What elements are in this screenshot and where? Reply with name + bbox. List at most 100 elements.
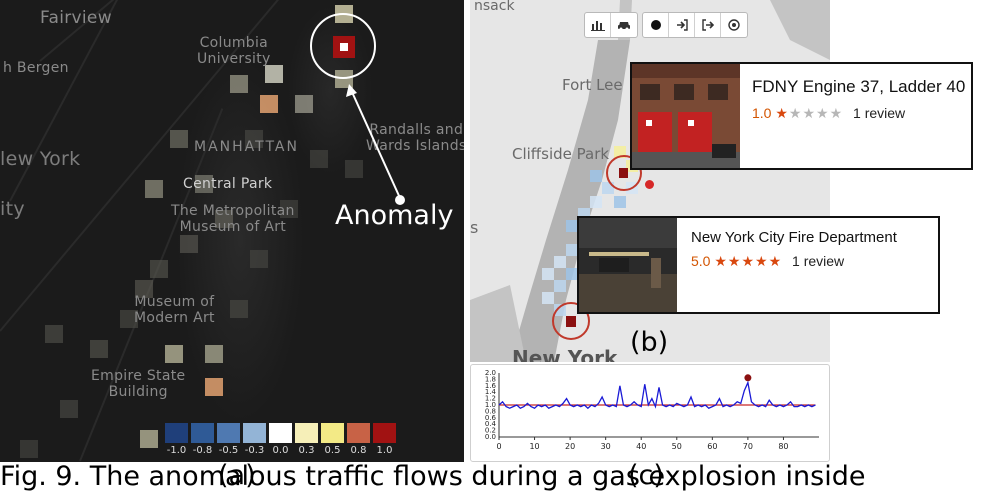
place-title-1: FDNY Engine 37, Ladder 40 bbox=[752, 77, 966, 96]
color-legend: -1.0 -0.8 -0.5 -0.3 0.0 0.3 0.5 0.8 1.0 bbox=[165, 423, 396, 456]
heatmap-cell bbox=[215, 210, 233, 228]
heatmap-cell bbox=[310, 150, 328, 168]
x-tick-label: 40 bbox=[636, 442, 646, 451]
target-icon bbox=[728, 19, 740, 31]
legend-swatch bbox=[165, 423, 188, 443]
location-ring-1 bbox=[606, 155, 642, 191]
map-label-met: The Metropolitan Museum of Art bbox=[171, 203, 295, 235]
y-tick-label: 0.0 bbox=[485, 433, 496, 441]
grid-cell bbox=[554, 256, 566, 268]
heatmap-cell bbox=[180, 235, 198, 253]
bar-chart-button[interactable] bbox=[585, 13, 611, 37]
legend-label: -0.3 bbox=[244, 445, 265, 456]
y-tick-label: 0.4 bbox=[485, 420, 497, 428]
review-count-2: 1 review bbox=[792, 253, 845, 269]
series-line bbox=[498, 380, 816, 410]
location-ring-2 bbox=[552, 302, 590, 340]
x-tick-label: 0 bbox=[496, 442, 501, 451]
map-label-columbia: Columbia University bbox=[197, 35, 271, 67]
legend-item: 1.0 bbox=[373, 423, 396, 456]
y-tick-label: 1.8 bbox=[485, 375, 496, 383]
location-marker-2[interactable] bbox=[566, 316, 576, 327]
place-rating-1: 1.0 ★★★★★ 1 review bbox=[752, 105, 905, 122]
legend-label: 0.8 bbox=[350, 445, 367, 456]
x-tick-label: 50 bbox=[672, 442, 682, 451]
heatmap-cell bbox=[140, 430, 158, 448]
map-label-moma: Museum of Modern Art bbox=[134, 294, 215, 326]
timeseries-chart-panel: 0.0 0.2 0.4 0.6 0.8 1.0 1.2 1.4 1.6 1.8 2.0 0 10 20 30… bbox=[470, 364, 830, 462]
x-tick-label: 30 bbox=[601, 442, 611, 451]
legend-swatch bbox=[217, 423, 240, 443]
anomaly-ring-marker bbox=[310, 13, 376, 79]
map-label-central-park: Central Park bbox=[183, 176, 273, 192]
grid-cell bbox=[542, 292, 554, 304]
heatmap-cell bbox=[205, 378, 223, 396]
sign-in-icon bbox=[676, 19, 688, 31]
grid-cell bbox=[590, 170, 602, 182]
legend-swatch bbox=[269, 423, 292, 443]
legend-swatch bbox=[243, 423, 266, 443]
heatmap-cell bbox=[265, 65, 283, 83]
anomaly-label: Anomaly bbox=[335, 200, 454, 231]
legend-swatch bbox=[321, 423, 344, 443]
x-tick-label: 70 bbox=[743, 442, 753, 451]
heatmap-cell bbox=[170, 130, 188, 148]
y-tick-label: 2.0 bbox=[485, 369, 496, 377]
anomaly-point bbox=[744, 374, 752, 382]
map-label-ity: ity bbox=[0, 198, 25, 220]
map-label-esb: Empire State Building bbox=[91, 368, 186, 400]
map-label-cliffside: Cliffside Park bbox=[512, 145, 610, 163]
heatmap-cell bbox=[90, 340, 108, 358]
grid-cell bbox=[566, 220, 578, 232]
y-tick-label: 1.4 bbox=[485, 388, 497, 396]
car-icon bbox=[618, 22, 630, 31]
x-tick-label: 60 bbox=[707, 442, 717, 451]
grid-cell bbox=[554, 280, 566, 292]
dot-button[interactable] bbox=[643, 13, 669, 37]
map-label-new-york: lew York bbox=[0, 148, 81, 170]
car-button[interactable] bbox=[611, 13, 637, 37]
heatmap-cell bbox=[280, 200, 298, 218]
legend-item: 0.3 bbox=[295, 423, 318, 456]
review-count-1: 1 review bbox=[853, 105, 906, 121]
figure-caption: Fig. 9. The anomalous traffic flows duri… bbox=[0, 463, 866, 491]
place-card-nycfd[interactable]: New York City Fire Department 5.0 ★★★★★ … bbox=[577, 216, 940, 314]
legend-swatch bbox=[347, 423, 370, 443]
y-tick-label: 1.6 bbox=[485, 382, 497, 390]
toolbar-group-mode bbox=[642, 12, 748, 38]
legend-label: -1.0 bbox=[166, 445, 187, 456]
legend-item: -0.3 bbox=[243, 423, 266, 456]
anomaly-arrow bbox=[346, 84, 405, 205]
rating-value-2: 5.0 bbox=[691, 253, 711, 269]
heatmap-cell bbox=[150, 260, 168, 278]
star-icon: ★ bbox=[775, 105, 789, 121]
sign-out-icon bbox=[701, 19, 714, 31]
place-rating-2: 5.0 ★★★★★ 1 review bbox=[691, 253, 844, 270]
location-marker-1[interactable] bbox=[619, 168, 628, 178]
legend-item: 0.5 bbox=[321, 423, 344, 456]
map-label-fairview: Fairview bbox=[40, 8, 112, 28]
y-tick-label: 0.8 bbox=[485, 407, 496, 415]
heatmap-cell bbox=[260, 95, 278, 113]
map-toolbar bbox=[584, 12, 748, 38]
y-tick-label: 1.0 bbox=[485, 401, 496, 409]
y-tick-label: 0.2 bbox=[485, 427, 496, 435]
star-icon: ★★★★★ bbox=[714, 253, 783, 269]
heatmap-cell bbox=[165, 345, 183, 363]
grid-cell bbox=[566, 244, 578, 256]
bar-chart-icon bbox=[590, 21, 605, 31]
place-card-fdny-engine[interactable]: FDNY Engine 37, Ladder 40 1.0 ★★★★★ 1 re… bbox=[630, 62, 973, 170]
sign-in-button[interactable] bbox=[669, 13, 695, 37]
legend-swatch bbox=[295, 423, 318, 443]
legend-label: 0.5 bbox=[324, 445, 341, 456]
star-empty-icon: ★★★★ bbox=[788, 105, 844, 121]
sign-out-button[interactable] bbox=[695, 13, 721, 37]
location-dot[interactable] bbox=[645, 180, 654, 189]
legend-label: -0.5 bbox=[218, 445, 239, 456]
grid-cell bbox=[542, 268, 554, 280]
map-label-new-york-b: New York bbox=[512, 346, 618, 362]
target-button[interactable] bbox=[721, 13, 747, 37]
legend-swatch bbox=[191, 423, 214, 443]
place-photo-firehouse bbox=[632, 64, 740, 168]
heatmap-map-panel: Fairview h Bergen Columbia University MA… bbox=[0, 0, 464, 462]
